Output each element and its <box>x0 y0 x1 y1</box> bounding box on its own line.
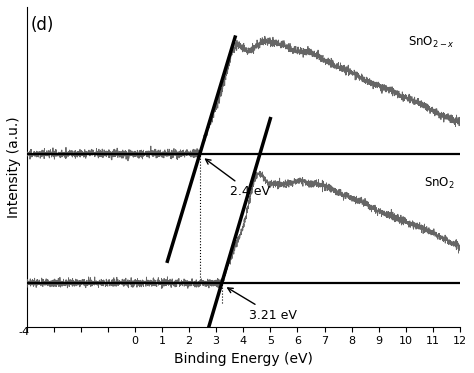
Text: SnO$_2$: SnO$_2$ <box>424 175 455 191</box>
Text: 2.4 eV: 2.4 eV <box>206 159 270 198</box>
Text: -4: -4 <box>18 327 29 337</box>
Text: SnO$_{2-x}$: SnO$_{2-x}$ <box>408 35 455 50</box>
Y-axis label: Intensity (a.u.): Intensity (a.u.) <box>7 116 21 218</box>
Text: (d): (d) <box>30 16 54 34</box>
Text: 3.21 eV: 3.21 eV <box>228 288 297 322</box>
X-axis label: Binding Energy (eV): Binding Energy (eV) <box>174 352 313 366</box>
